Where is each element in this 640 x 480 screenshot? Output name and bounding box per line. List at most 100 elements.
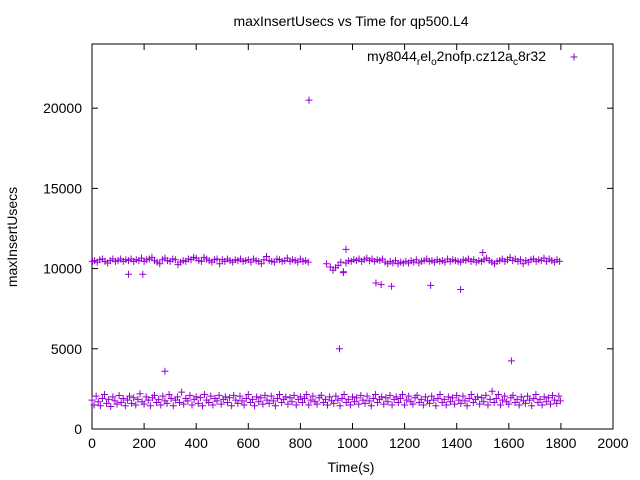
data-point: [107, 403, 115, 411]
data-point: [421, 393, 429, 401]
data-point: [334, 396, 342, 404]
data-point: [292, 401, 300, 409]
data-point: [171, 256, 179, 264]
data-point: [251, 402, 259, 410]
data-point: [507, 357, 515, 365]
y-tick-label: 10000: [43, 261, 82, 277]
x-axis: 0 200 400 600 800 1000 1200 1400 1600 1800 2000: [88, 44, 629, 451]
data-point: [216, 260, 224, 268]
data-point: [446, 398, 454, 406]
data-point: [242, 395, 250, 403]
legend-text-part: el: [420, 48, 431, 64]
data-point: [378, 393, 386, 401]
data-point: [176, 399, 184, 407]
data-point: [479, 249, 487, 257]
data-point: [542, 398, 550, 406]
data-point: [361, 399, 369, 407]
data-point: [119, 395, 127, 403]
data-point: [399, 391, 407, 399]
y-axis: 0 5000 10000 15000 20000: [43, 100, 613, 437]
data-point: [442, 401, 450, 409]
data-point: [192, 393, 200, 401]
data-point: [253, 393, 261, 401]
data-point: [323, 401, 331, 409]
data-point: [259, 400, 267, 408]
data-point: [301, 395, 309, 403]
data-point: [201, 391, 209, 399]
data-point: [465, 395, 473, 403]
data-point: [126, 392, 134, 400]
data-point: [526, 396, 534, 404]
legend-subscript: c: [513, 57, 518, 68]
data-point: [476, 400, 484, 408]
data-point: [521, 399, 529, 407]
data-point: [234, 399, 242, 407]
data-point: [396, 395, 404, 403]
y-tick-label: 0: [74, 421, 82, 437]
data-point: [290, 391, 298, 399]
data-points: [88, 96, 564, 411]
data-point: [90, 401, 98, 409]
data-point: [286, 394, 294, 402]
chart-title: maxInsertUsecs vs Time for qp500.L4: [234, 13, 469, 29]
data-point: [355, 400, 363, 408]
data-point: [488, 387, 496, 395]
data-point: [173, 393, 181, 401]
data-point: [426, 399, 434, 407]
data-point: [337, 258, 345, 266]
data-point: [490, 399, 498, 407]
y-tick-label: 15000: [43, 180, 82, 196]
data-point: [394, 399, 402, 407]
data-point: [544, 394, 552, 402]
data-point: [103, 399, 111, 407]
legend-text-part: my8044: [367, 48, 417, 64]
data-point: [451, 400, 459, 408]
data-point: [167, 395, 175, 403]
data-point: [205, 399, 213, 407]
data-point: [94, 398, 102, 406]
data-point: [463, 402, 471, 410]
data-point: [194, 399, 202, 407]
data-point: [524, 392, 532, 400]
plot-area: 0 200 400 600 800 1000 1200 1400 1600 1800 2000 0 5…: [43, 43, 629, 451]
data-point: [121, 402, 129, 410]
data-point: [140, 400, 148, 408]
data-point: [228, 402, 236, 410]
data-point: [457, 399, 465, 407]
data-point: [240, 401, 248, 409]
x-axis-label: Time(s): [328, 459, 375, 475]
data-point: [528, 402, 536, 410]
data-point: [96, 402, 104, 410]
data-point: [101, 391, 109, 399]
data-point: [134, 395, 142, 403]
data-point: [427, 281, 435, 289]
data-point: [546, 400, 554, 408]
data-point: [409, 400, 417, 408]
data-point: [307, 396, 315, 404]
data-point: [92, 392, 100, 400]
data-point: [436, 391, 444, 399]
data-point: [105, 395, 113, 403]
data-point: [261, 391, 269, 399]
data-point: [130, 394, 138, 402]
data-point: [282, 393, 290, 401]
data-point: [556, 397, 564, 405]
data-point: [536, 395, 544, 403]
data-point: [244, 391, 252, 399]
legend-marker-plus: [570, 53, 578, 61]
data-point: [372, 279, 380, 287]
data-point: [226, 394, 234, 402]
data-point: [159, 392, 167, 400]
x-tick-label: 400: [185, 435, 209, 451]
data-point: [365, 397, 373, 405]
legend-subscript: o: [431, 57, 437, 68]
data-point: [499, 396, 507, 404]
data-point: [326, 393, 334, 401]
x-tick-label: 600: [237, 435, 261, 451]
data-point: [317, 391, 325, 399]
data-point: [117, 399, 125, 407]
data-point: [255, 398, 263, 406]
data-point: [178, 388, 186, 396]
data-point: [461, 397, 469, 405]
data-point: [339, 268, 347, 276]
